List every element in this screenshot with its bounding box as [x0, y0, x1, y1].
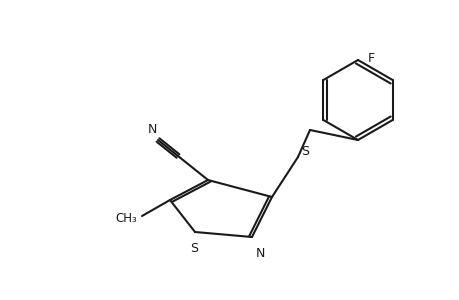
Text: S: S [300, 145, 308, 158]
Text: N: N [256, 247, 265, 260]
Text: F: F [367, 52, 374, 64]
Text: CH₃: CH₃ [115, 212, 137, 224]
Text: N: N [147, 123, 157, 136]
Text: S: S [190, 242, 197, 255]
